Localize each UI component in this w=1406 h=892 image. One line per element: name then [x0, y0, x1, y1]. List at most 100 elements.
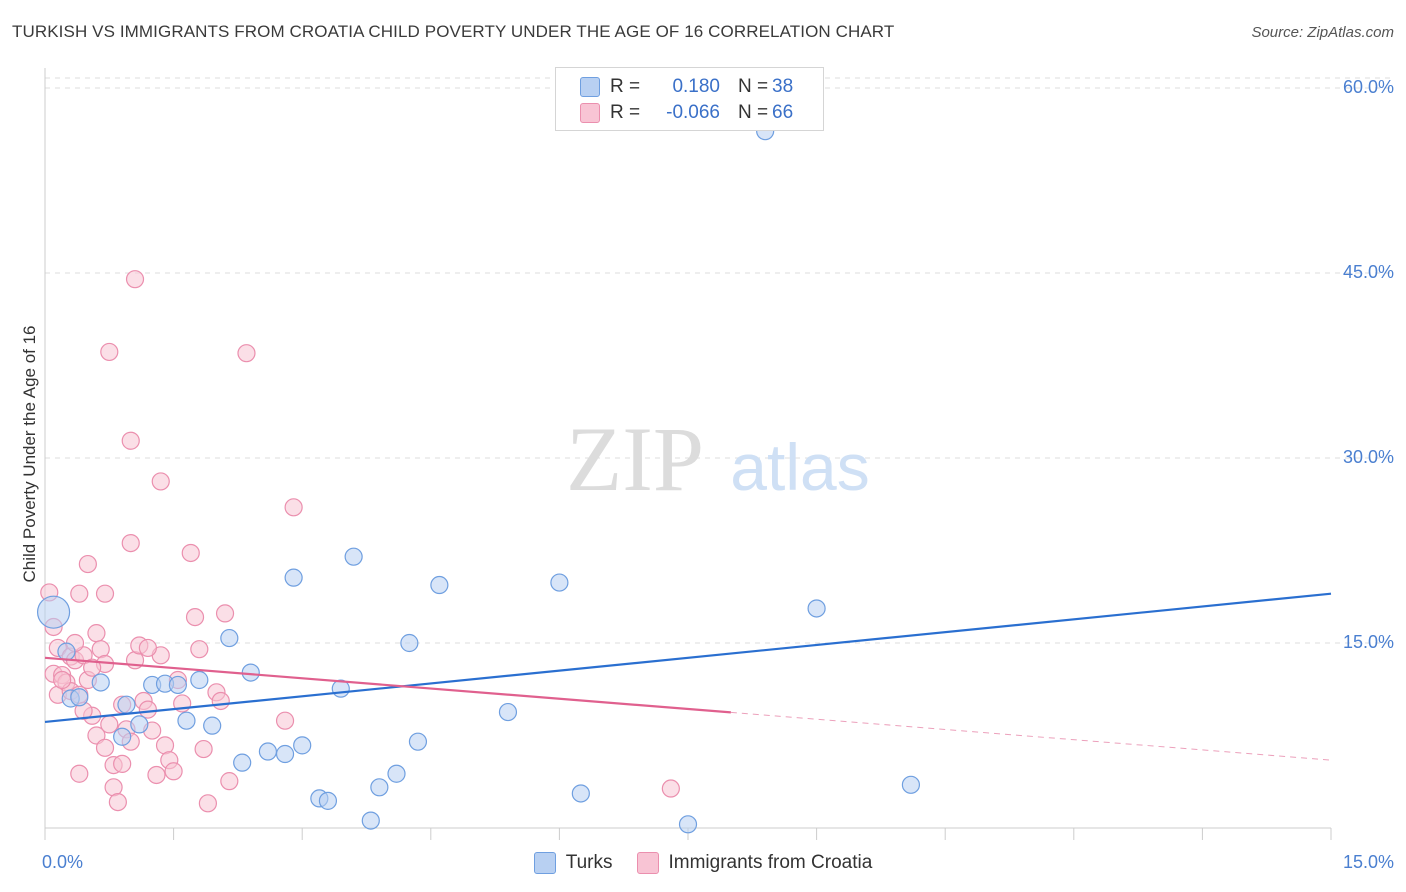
turks-point — [168, 675, 187, 695]
croatia-point — [70, 584, 89, 603]
turks-point — [203, 716, 222, 735]
croatia-point — [275, 711, 295, 730]
croatia-point — [100, 715, 119, 734]
croatia-point — [237, 344, 256, 363]
turks-points — [36, 122, 921, 834]
legend-item-croatia[interactable]: Immigrants from Croatia — [636, 852, 873, 874]
watermark-zip: ZIP — [566, 408, 704, 510]
turks-point — [117, 695, 136, 714]
croatia-point — [100, 342, 119, 362]
turks-point — [318, 791, 338, 810]
x-tick-marks — [44, 828, 1332, 840]
turks-point — [807, 599, 826, 618]
turks-point — [91, 673, 110, 692]
turks-point — [430, 575, 449, 595]
turks-point — [57, 642, 76, 661]
turks-point — [387, 764, 406, 783]
croatia-point — [83, 658, 102, 677]
croatia-point — [125, 270, 145, 289]
legend-label-croatia: Immigrants from Croatia — [668, 852, 873, 873]
croatia-point — [95, 584, 115, 603]
y-tick-label: 30.0% — [1342, 447, 1394, 467]
source-label[interactable]: Source: ZipAtlas.com — [1251, 24, 1394, 41]
chart-title: TURKISH VS IMMIGRANTS FROM CROATIA CHILD… — [12, 22, 895, 41]
turks-point — [293, 736, 312, 755]
turks-point — [370, 778, 389, 797]
croatia-point — [138, 700, 157, 719]
x-tick-label-min: 0.0% — [42, 852, 84, 872]
turks-point — [113, 727, 132, 746]
turks-point — [498, 702, 518, 722]
legend-label-turks: Turks — [565, 852, 613, 873]
turks-point — [361, 811, 380, 830]
turks-legend-icon — [533, 852, 556, 874]
croatia-point — [211, 691, 230, 711]
y-axis-label: Child Poverty Under the Age of 16 — [20, 325, 39, 583]
croatia-point — [147, 765, 166, 785]
series-legend: Turks Immigrants from Croatia — [0, 852, 1406, 874]
trendlines — [44, 592, 1332, 761]
croatia-legend-icon — [636, 852, 659, 874]
turks-point — [571, 784, 590, 803]
turks-point — [275, 744, 295, 764]
legend-item-turks[interactable]: Turks — [533, 852, 613, 874]
croatia-trendline — [44, 656, 731, 714]
turks-trendline — [44, 592, 1332, 724]
legend-n-value: 66 — [772, 102, 794, 123]
legend-r-value: 0.180 — [672, 76, 720, 97]
croatia-point — [95, 738, 115, 757]
turks-point — [70, 688, 89, 707]
croatia-point — [284, 498, 303, 517]
croatia-point — [164, 762, 183, 781]
croatia-point — [78, 554, 97, 574]
turks-swatch-icon — [580, 77, 600, 97]
turks-point — [258, 742, 278, 761]
croatia-swatch-icon — [580, 103, 600, 123]
legend-row-turks: R = 0.180 N = 38 — [580, 75, 793, 99]
legend-n-value: 38 — [772, 76, 794, 97]
watermark-atlas: atlas — [730, 430, 869, 504]
turks-point — [36, 595, 71, 629]
turks-point — [678, 815, 698, 834]
croatia-point — [138, 638, 157, 658]
y-tick-label: 60.0% — [1342, 77, 1394, 97]
croatia-point — [87, 624, 106, 643]
turks-point — [190, 670, 209, 690]
turks-point — [233, 753, 252, 772]
croatia-point — [194, 739, 213, 759]
turks-point — [177, 711, 196, 730]
croatia-point — [108, 792, 127, 812]
turks-point — [284, 568, 303, 587]
turks-point — [901, 775, 921, 794]
croatia-trendline-extension — [730, 711, 1332, 761]
croatia-point — [198, 794, 217, 813]
legend-r-label: R = — [610, 102, 641, 123]
croatia-point — [220, 772, 239, 791]
croatia-point — [181, 543, 200, 563]
legend-r-label: R = — [610, 76, 641, 97]
legend-n-label: N = — [738, 102, 769, 123]
turks-point — [400, 633, 419, 653]
turks-point — [550, 573, 569, 592]
turks-point — [344, 547, 363, 566]
croatia-point — [121, 431, 140, 450]
turks-point — [130, 715, 149, 734]
croatia-point — [87, 726, 106, 745]
turks-point — [241, 663, 260, 682]
croatia-point — [113, 754, 132, 773]
turks-point — [408, 732, 428, 751]
croatia-point — [151, 472, 170, 491]
stats-legend: R = 0.180 N = 38 R = -0.066 N = 66 — [555, 67, 824, 131]
legend-n-label: N = — [738, 76, 769, 97]
croatia-point — [215, 604, 235, 623]
legend-r-value: -0.066 — [666, 102, 720, 123]
croatia-point — [121, 533, 140, 553]
croatia-point — [190, 640, 209, 659]
x-tick-label-max: 15.0% — [1342, 852, 1394, 872]
croatia-point — [53, 670, 72, 690]
legend-row-croatia: R = -0.066 N = 66 — [580, 101, 793, 125]
croatia-point — [70, 764, 89, 783]
croatia-point — [661, 779, 680, 798]
y-tick-label: 15.0% — [1342, 632, 1394, 652]
